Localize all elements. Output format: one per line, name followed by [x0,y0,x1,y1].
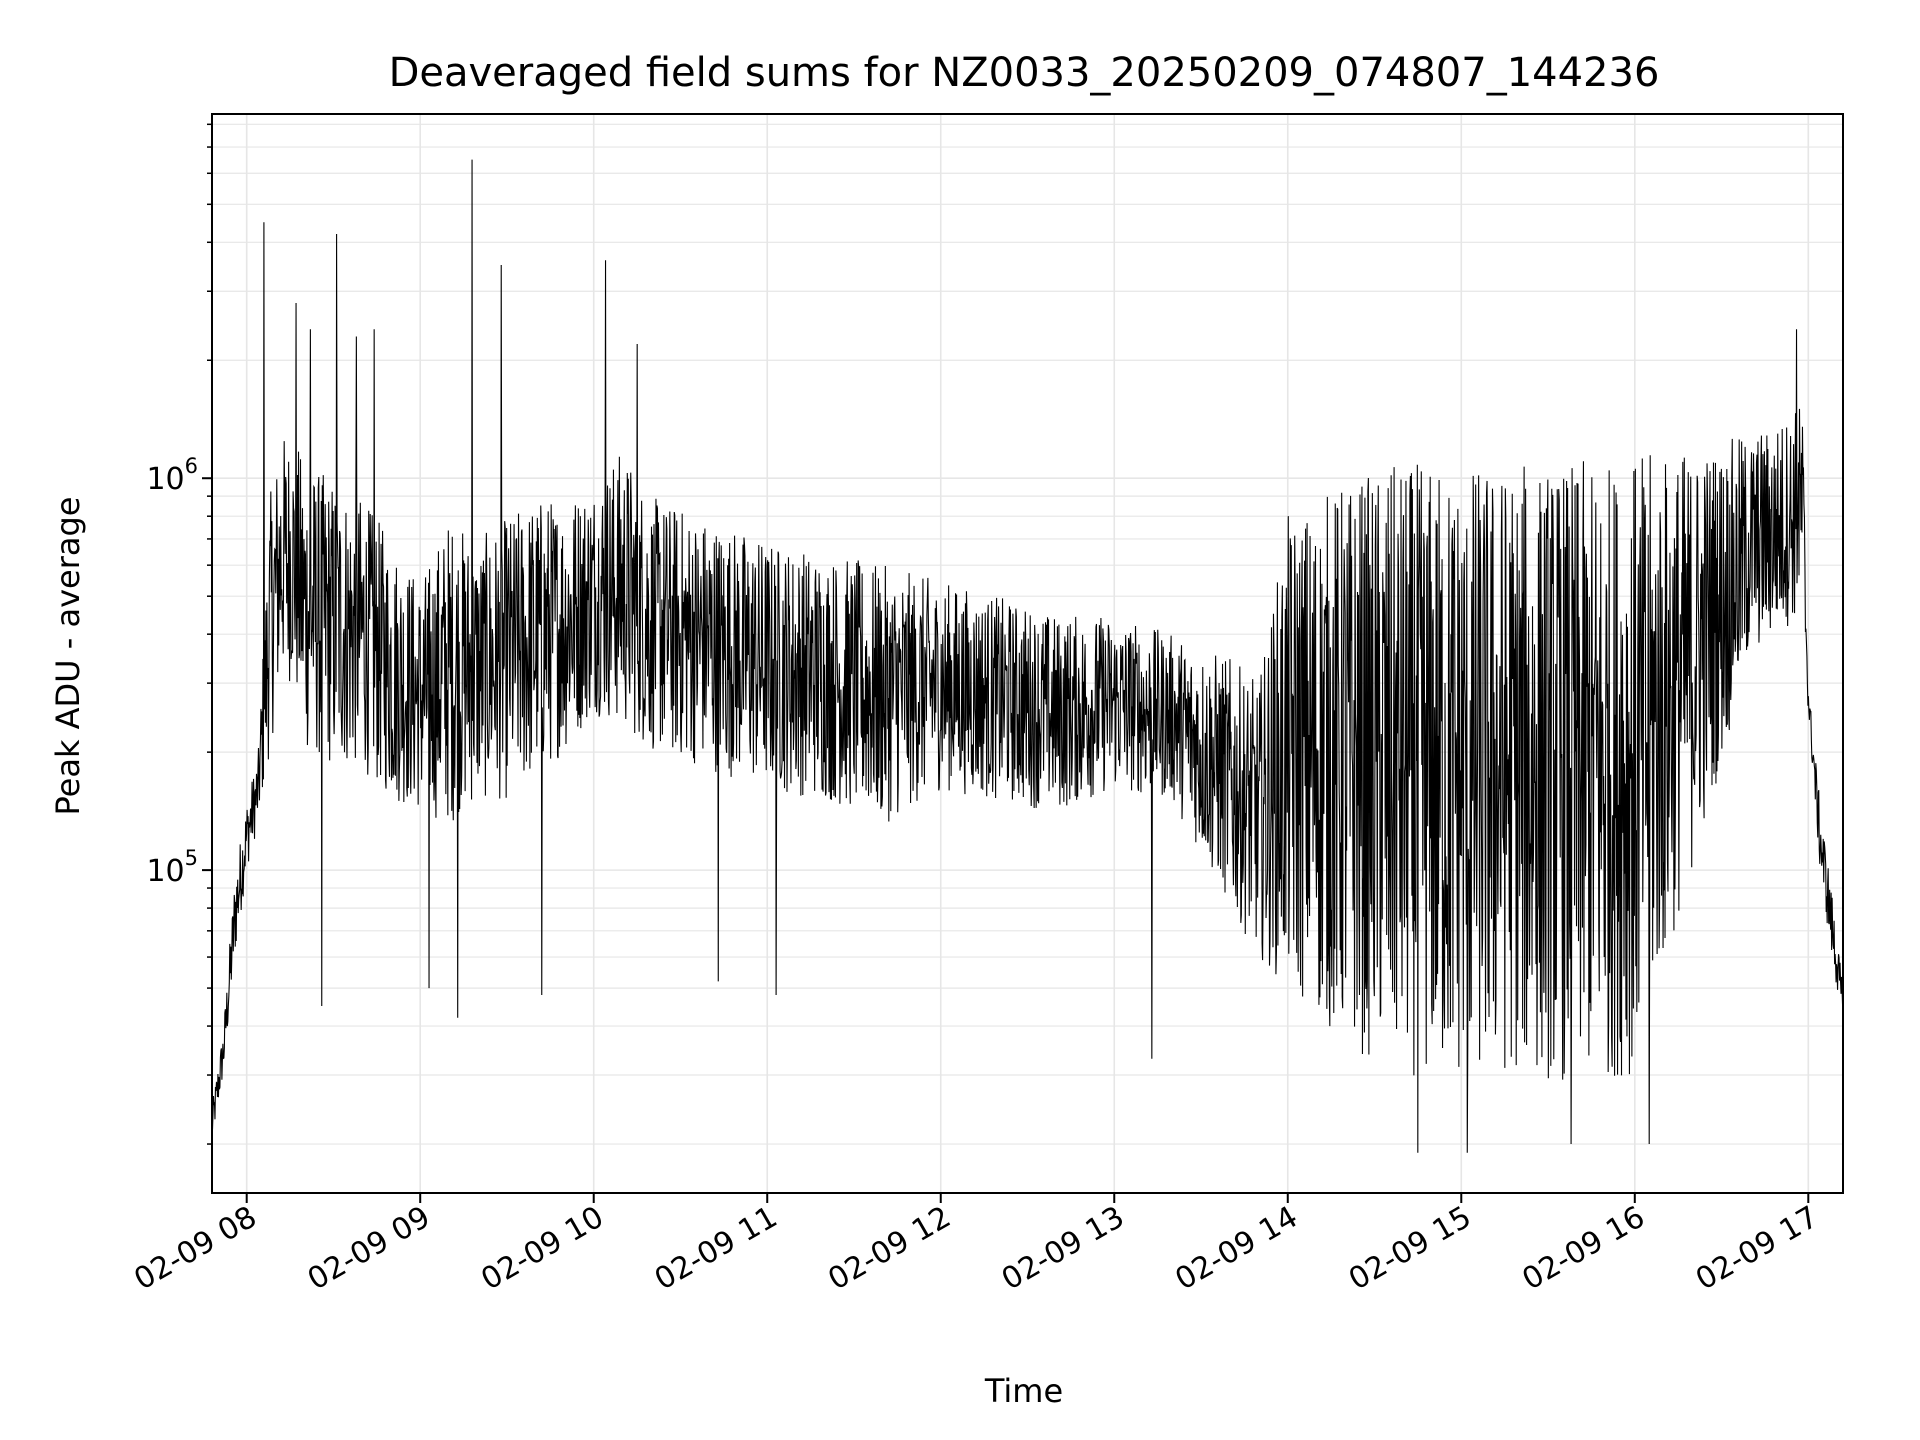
plot-frame [211,113,1844,1194]
y-tick-label-exponent: 5 [185,846,198,870]
y-axis-label: Peak ADU - average [49,497,87,816]
y-tick-label-base: 10 [146,462,184,497]
chart-title: Deaveraged field sums for NZ0033_2025020… [389,50,1660,96]
y-tick-label-exponent: 6 [185,454,198,478]
y-tick-label: 105 [146,846,198,889]
y-tick-label: 106 [146,454,198,497]
series-layer [211,159,1844,1153]
series-line [211,159,1844,1153]
x-axis-label: Time [984,1372,1063,1410]
y-tick-label-base: 10 [146,854,184,889]
